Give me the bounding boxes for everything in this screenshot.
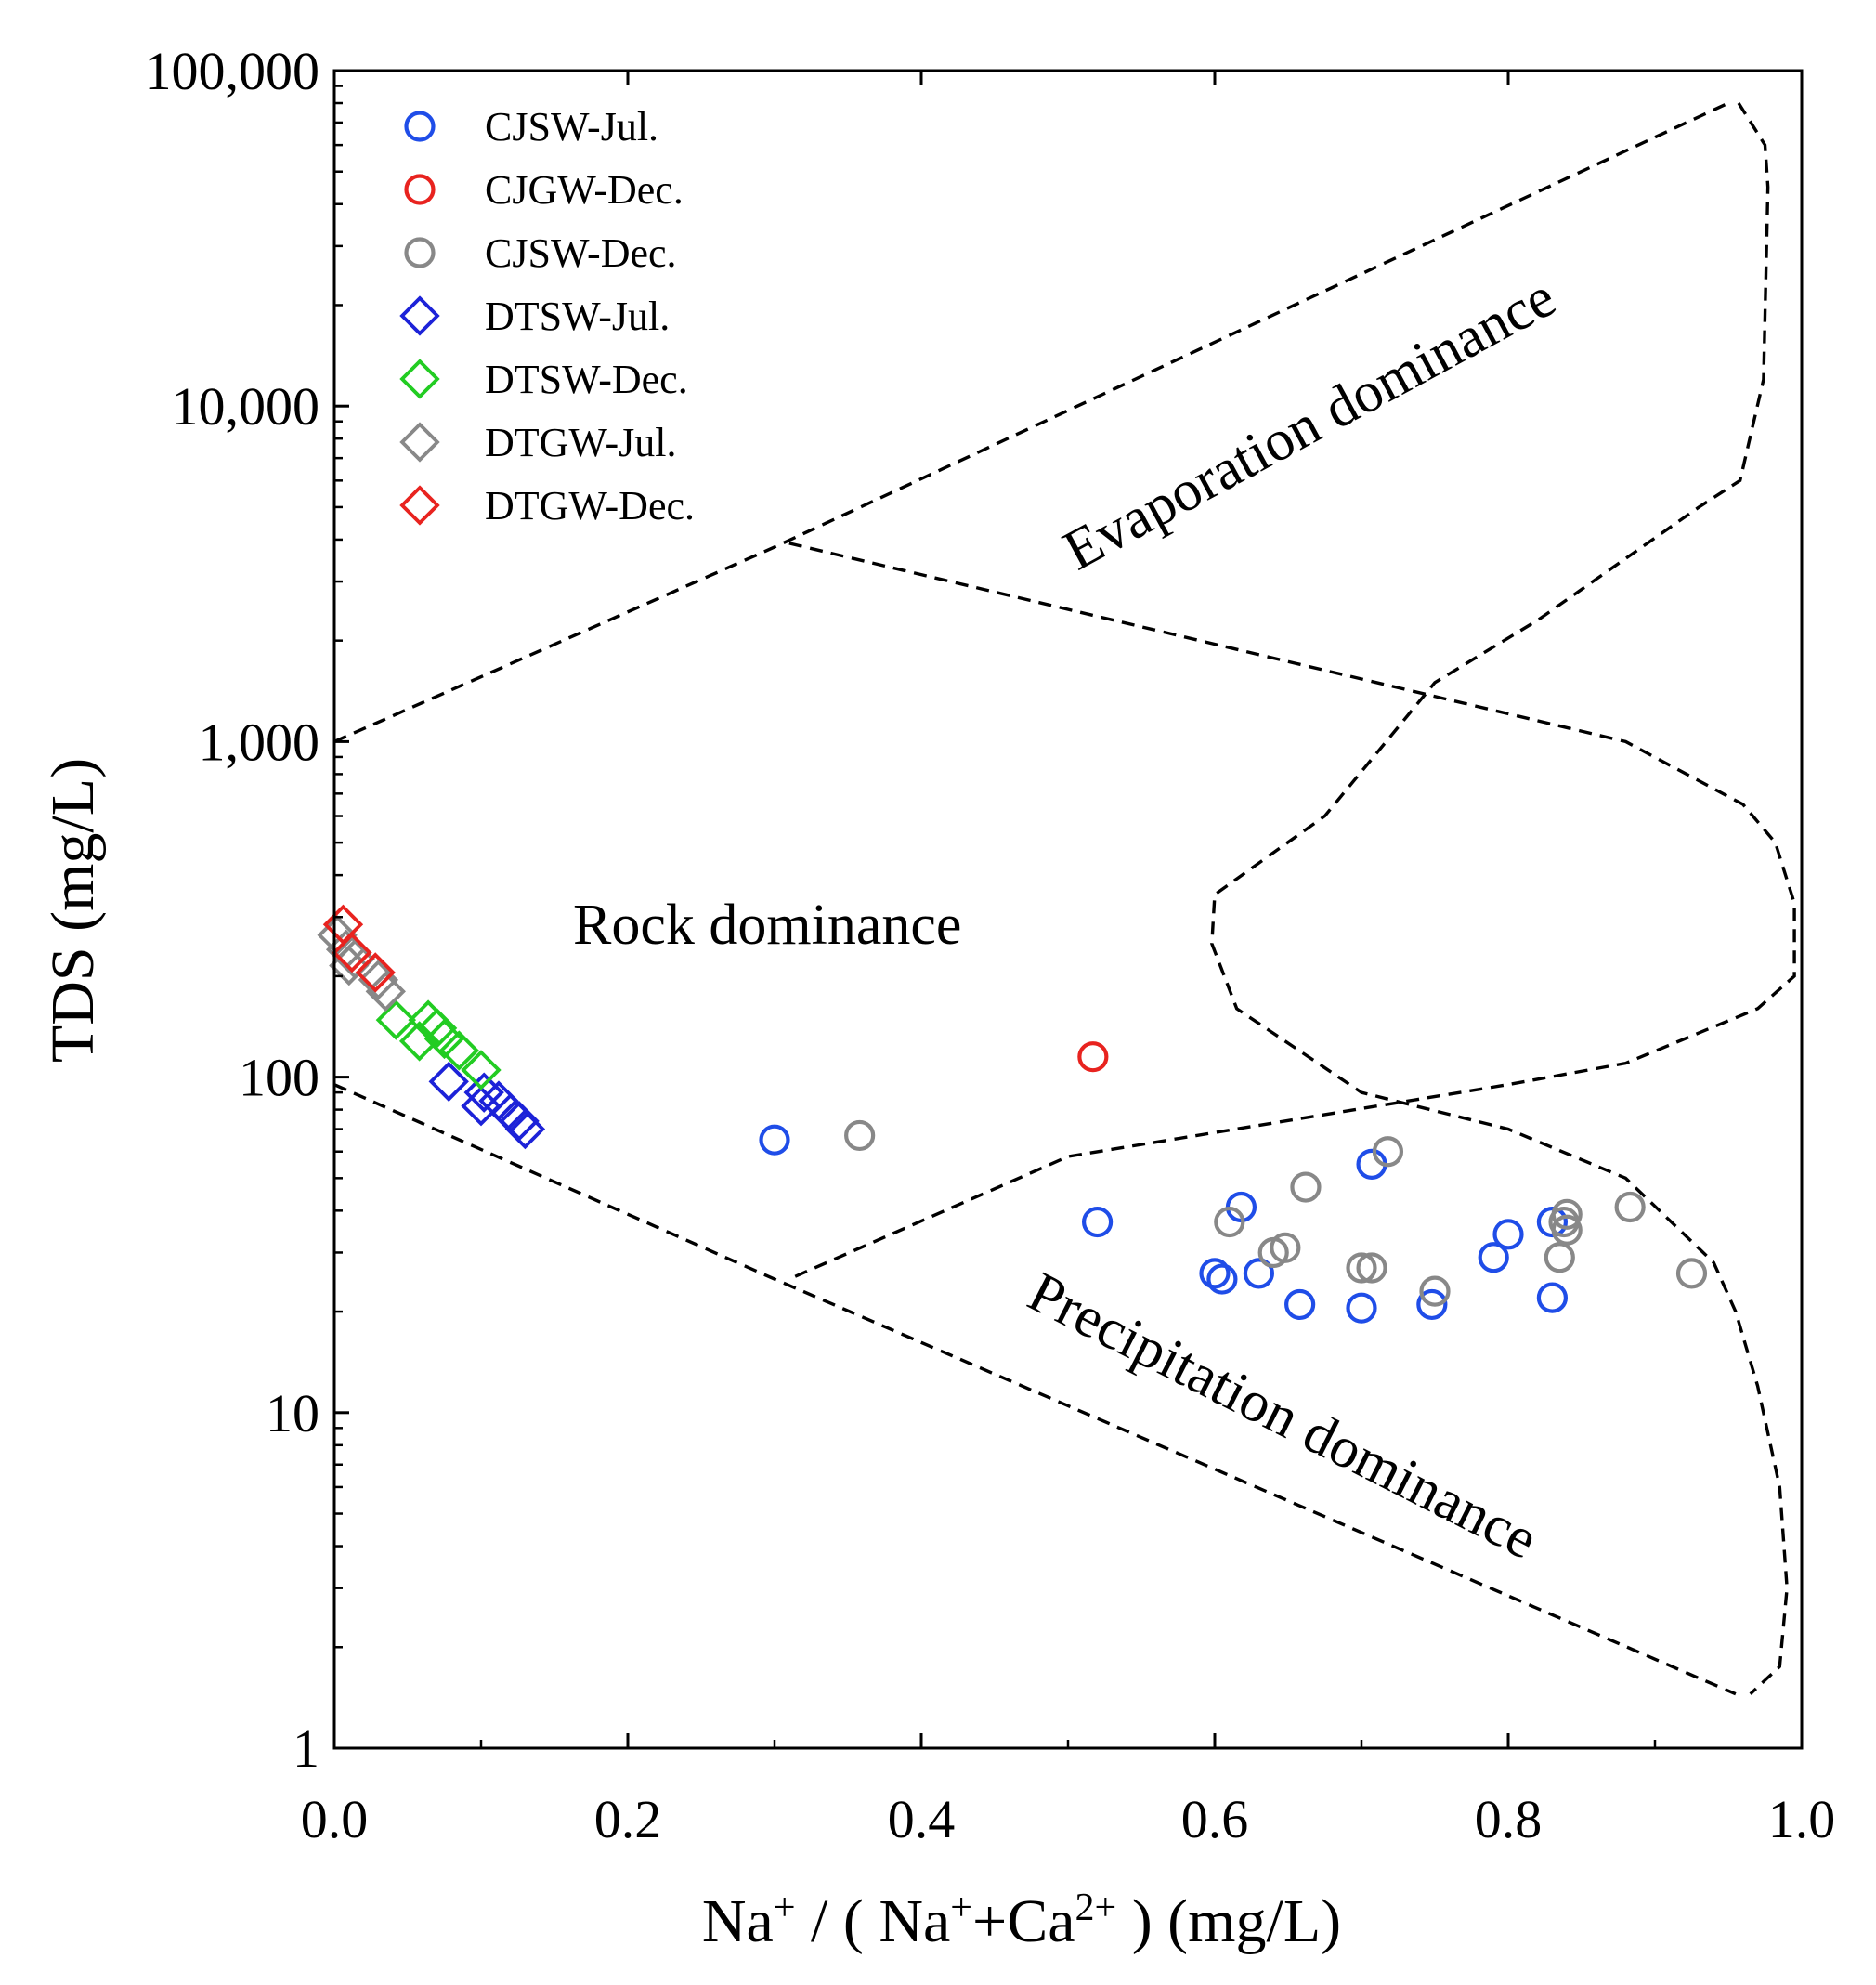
legend-label-dtgw-jul: DTGW-Jul. <box>485 420 677 465</box>
lower-left-line <box>333 1083 1737 1696</box>
legend-label-dtsw-dec: DTSW-Dec. <box>485 357 688 402</box>
cjsw-dec-point-7 <box>1372 1136 1404 1168</box>
cjsw-dec-point-11 <box>1551 1198 1583 1230</box>
cjsw-jul-point-12 <box>1536 1206 1569 1238</box>
legend-dtsw-dec-point-0 <box>399 359 440 399</box>
x-title-mid: / ( Na <box>796 1887 951 1955</box>
x-tick-label: 0.8 <box>1475 1789 1543 1849</box>
x-tick-label: 0.0 <box>301 1789 369 1849</box>
dtsw-dec-point-5 <box>438 1030 479 1071</box>
middle-line <box>788 542 1796 1281</box>
dtsw-jul-point-0 <box>428 1061 469 1103</box>
series-dtsw-jul <box>428 1061 546 1150</box>
legend-dtsw-jul-point-0 <box>399 295 440 336</box>
x-tick-label: 1.0 <box>1768 1789 1836 1849</box>
cjsw-jul-point-13 <box>1536 1282 1569 1313</box>
cjsw-dec-point-0 <box>844 1119 876 1152</box>
series-dtsw-dec <box>375 999 502 1090</box>
legend-label-dtgw-dec: DTGW-Dec. <box>485 483 695 529</box>
cjsw-dec-point-14 <box>1675 1258 1708 1289</box>
upper-left-line <box>333 101 1729 743</box>
y-tick-label: 100 <box>239 1048 319 1108</box>
y-tick-label: 10 <box>266 1383 319 1443</box>
cjsw-jul-point-9 <box>1416 1288 1448 1321</box>
series-cjgw-dec <box>1077 1041 1109 1073</box>
x-title-ca: +Ca <box>972 1887 1075 1955</box>
cjsw-dec-point-12 <box>1551 1214 1583 1246</box>
legend: CJSW-Jul. CJGW-Dec. CJSW-Dec. DTSW-Jul. DTSW… <box>399 104 695 529</box>
cjsw-jul-point-5 <box>1243 1258 1275 1289</box>
cjsw-dec-point-3 <box>1270 1232 1301 1263</box>
dtsw-dec-point-3 <box>416 1008 458 1049</box>
data-points <box>317 904 1708 1324</box>
legend-label-cjsw-jul: CJSW-Jul. <box>485 104 658 150</box>
dtgw-dec-point-2 <box>355 952 396 993</box>
legend-label-cjgw-dec: CJGW-Dec. <box>485 167 684 213</box>
legend-label-cjsw-dec: CJSW-Dec. <box>485 230 677 276</box>
x-title-sup1: + <box>774 1887 796 1929</box>
dtgw-jul-point-5 <box>365 971 406 1012</box>
dtsw-dec-point-0 <box>375 999 417 1040</box>
legend-dtgw-jul-point-0 <box>399 422 440 463</box>
y-tick-label: 10,000 <box>172 376 320 437</box>
y-tick-label: 1 <box>293 1718 319 1779</box>
legend-label-dtsw-jul: DTSW-Jul. <box>485 294 670 339</box>
x-title-na: Na <box>702 1887 774 1955</box>
cjsw-jul-point-0 <box>759 1124 790 1156</box>
axes: 0.0 0.2 0.4 0.6 0.8 1.0 1 10 100 1,000 10,000 100,0… <box>145 41 1836 1849</box>
dtgw-dec-point-1 <box>332 932 372 973</box>
cjsw-jul-point-10 <box>1478 1242 1509 1273</box>
y-axis-title: TDS (mg/L) <box>39 758 107 1063</box>
cjsw-jul-point-7 <box>1346 1292 1377 1324</box>
cjgw-dec-point-0 <box>1077 1041 1109 1073</box>
dominance-boundaries <box>333 101 1796 1696</box>
x-title-end: ) (mg/L) <box>1116 1887 1341 1955</box>
cjsw-jul-point-1 <box>1081 1206 1114 1238</box>
x-tick-label: 0.2 <box>594 1789 662 1849</box>
cjsw-dec-point-1 <box>1214 1206 1245 1238</box>
y-tick-label: 1,000 <box>199 712 320 772</box>
dtsw-jul-point-6 <box>504 1108 546 1150</box>
cjsw-jul-point-6 <box>1284 1288 1316 1321</box>
y-tick-label: 100,000 <box>145 41 320 101</box>
dtsw-dec-point-4 <box>423 1018 465 1060</box>
dtgw-jul-point-0 <box>317 915 358 956</box>
rock-label: Rock dominance <box>573 894 961 957</box>
series-dtgw-dec <box>322 904 396 993</box>
legend-cjsw-dec-point-0 <box>404 237 436 268</box>
x-tick-label: 0.6 <box>1181 1789 1249 1849</box>
cjsw-dec-point-6 <box>1356 1252 1387 1284</box>
cjsw-jul-point-11 <box>1492 1219 1524 1250</box>
cjsw-dec-point-5 <box>1346 1252 1377 1284</box>
cjsw-dec-point-9 <box>1544 1242 1575 1273</box>
x-title-sup3: 2+ <box>1075 1887 1117 1929</box>
x-tick-label: 0.4 <box>888 1789 956 1849</box>
series-cjsw-dec <box>844 1119 1708 1307</box>
legend-cjgw-dec-point-0 <box>404 174 436 205</box>
cjsw-dec-point-4 <box>1290 1171 1322 1203</box>
cjsw-dec-point-13 <box>1614 1191 1646 1223</box>
x-title-sup2: + <box>950 1887 972 1929</box>
cjsw-jul-point-3 <box>1206 1263 1238 1295</box>
x-axis-title: Na+ / ( Na++Ca2+ ) (mg/L) <box>702 1887 1341 1955</box>
legend-cjsw-jul-point-0 <box>404 111 436 142</box>
legend-dtgw-dec-point-0 <box>399 485 440 526</box>
dtsw-dec-point-6 <box>461 1050 502 1090</box>
cjsw-dec-point-8 <box>1419 1275 1451 1307</box>
cjsw-jul-point-2 <box>1199 1258 1231 1289</box>
